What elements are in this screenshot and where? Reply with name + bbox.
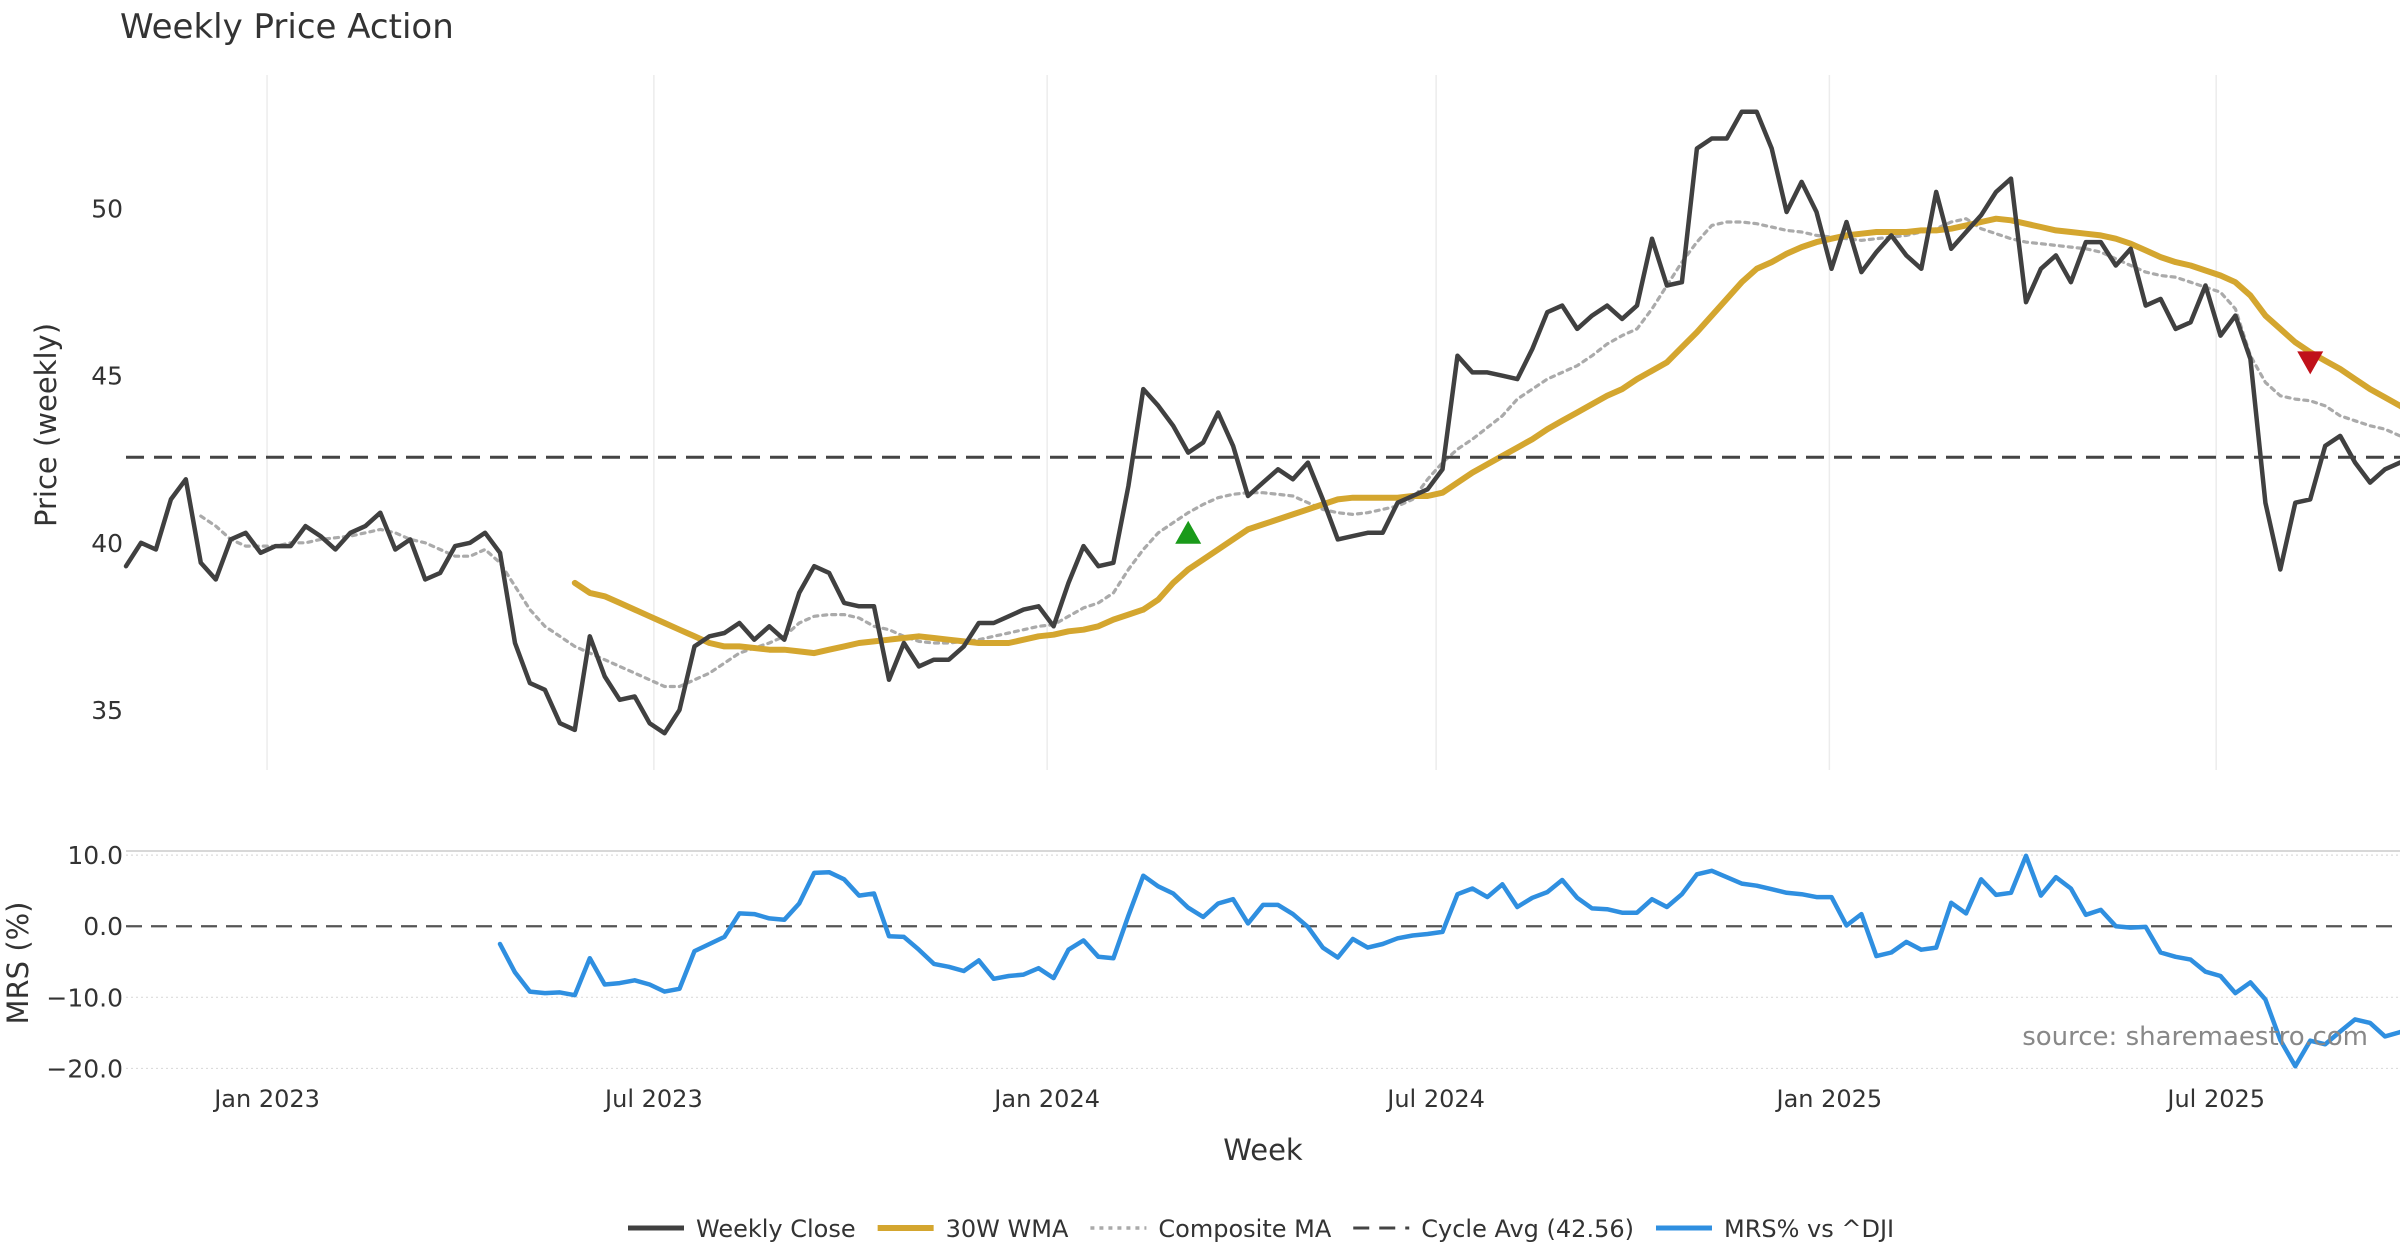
source-note: source: sharemaestro.com [2022, 1022, 2368, 1052]
x-tick-label: Jan 2025 [1775, 1085, 1883, 1113]
x-tick-label: Jul 2023 [603, 1085, 703, 1113]
mrs-y-tick-label: −10.0 [46, 983, 123, 1012]
legend-label: Weekly Close [696, 1215, 856, 1243]
legend-label: MRS% vs ^DJI [1724, 1215, 1894, 1243]
legend-label: 30W WMA [946, 1215, 1069, 1243]
x-tick-label: Jul 2024 [1385, 1085, 1485, 1113]
price-y-tick-label: 35 [91, 696, 123, 725]
legend-item-composite-ma: Composite MA [1090, 1215, 1332, 1243]
mrs-y-tick-label: −20.0 [46, 1054, 123, 1083]
series-composite-ma-line [199, 217, 2400, 689]
price-lines [123, 109, 2400, 736]
price-y-tick-label: 45 [91, 362, 123, 391]
price-y-axis-label: Price (weekly) [29, 323, 63, 527]
series-mrs-vs-dji-line [497, 853, 2400, 1069]
legend-item-mrs-vs-dji: MRS% vs ^DJI [1655, 1215, 1894, 1243]
price-y-ticks: 35 40 45 50 [91, 195, 123, 725]
legend-item-weekly-close: Weekly Close [628, 1215, 856, 1243]
mrs-y-axis-label: MRS (%) [1, 902, 35, 1025]
legend-label: Composite MA [1158, 1215, 1331, 1243]
mrs-lines [497, 853, 2400, 1069]
price-grid [266, 75, 2217, 770]
legend-label: Cycle Avg (42.56) [1421, 1215, 1634, 1243]
mrs-y-ticks: 10.0 0.0 −10.0 −20.0 [46, 841, 123, 1083]
chart-title: Weekly Price Action [120, 7, 454, 47]
sell-signal-marker [2297, 351, 2324, 375]
x-axis-label: Week [1223, 1133, 1303, 1167]
buy-signal-marker [1175, 520, 1202, 544]
legend-item-cycle-avg-42-56: Cycle Avg (42.56) [1353, 1215, 1634, 1243]
x-tick-label: Jul 2025 [2165, 1085, 2265, 1113]
series-weekly-close-line [123, 109, 2400, 736]
x-tick-label: Jan 2023 [212, 1085, 320, 1113]
x-tick-label: Jan 2024 [992, 1085, 1100, 1113]
legend: Weekly Close 30W WMA Composite MA Cycle Avg… [628, 1215, 1894, 1243]
price-markers [1175, 351, 2324, 544]
price-panel: 35 40 45 50 Price (weekly) [29, 75, 2400, 770]
mrs-y-tick-label: 0.0 [83, 912, 123, 941]
mrs-y-tick-label: 10.0 [67, 841, 123, 870]
price-y-tick-label: 50 [91, 195, 123, 224]
x-ticks: Jan 2023 Jul 2023 Jan 2024 Jul 2024 Jan 2025… [212, 1085, 2265, 1113]
price-y-tick-label: 40 [91, 529, 123, 558]
series-30w-wma-line [571, 215, 2400, 657]
mrs-grid [126, 854, 2400, 1070]
mrs-panel: 10.0 0.0 −10.0 −20.0 MRS (%) source: sharem… [1, 841, 2400, 1083]
legend-item-30w-wma: 30W WMA [877, 1215, 1069, 1243]
